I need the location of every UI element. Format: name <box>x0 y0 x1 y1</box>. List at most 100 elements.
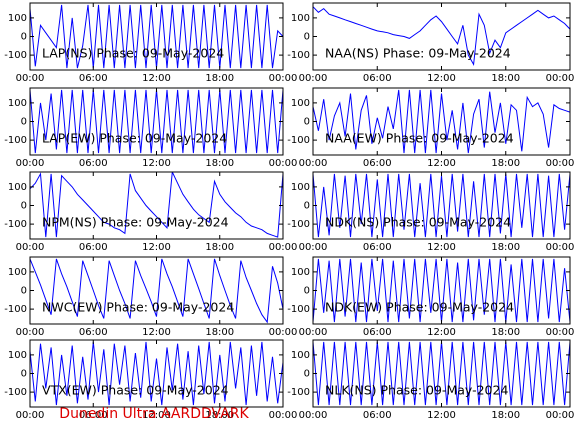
y-tick-label: 0 <box>21 369 27 380</box>
x-tick-label: 00:00 <box>299 242 328 253</box>
y-tick-label: -100 <box>4 219 27 230</box>
y-tick-label: -100 <box>4 135 27 146</box>
panel-title: NAA(NS) Phase: 09-May-2024 <box>325 46 511 61</box>
phase-line <box>30 341 283 406</box>
y-tick-label: 100 <box>8 182 27 193</box>
x-tick-label: 00:00 <box>546 73 575 84</box>
x-tick-label: 12:00 <box>427 73 456 84</box>
y-tick-label: 0 <box>304 32 310 43</box>
x-tick-label: 06:00 <box>363 327 392 338</box>
panel-title: VTX(EW) Phase: 09-May-2024 <box>42 383 229 398</box>
x-tick-label: 12:00 <box>427 327 456 338</box>
x-tick-label: 18:00 <box>205 410 234 421</box>
x-tick-label: 06:00 <box>79 73 108 84</box>
x-tick-label: 18:00 <box>205 73 234 84</box>
x-tick-label: 00:00 <box>299 327 328 338</box>
y-tick-label: 100 <box>291 98 310 109</box>
x-tick-label: 06:00 <box>363 410 392 421</box>
x-tick-label: 00:00 <box>269 242 298 253</box>
y-tick-label: 0 <box>21 201 27 212</box>
x-tick-label: 12:00 <box>427 242 456 253</box>
panel-title: NDK(EW) Phase: 09-May-2024 <box>325 300 514 315</box>
y-tick-label: -100 <box>287 304 310 315</box>
y-tick-label: 100 <box>291 350 310 361</box>
phase-line <box>30 172 283 238</box>
y-tick-label: -100 <box>287 219 310 230</box>
y-tick-label: 100 <box>291 182 310 193</box>
x-tick-label: 06:00 <box>79 410 108 421</box>
x-tick-label: 00:00 <box>16 158 45 169</box>
x-tick-label: 18:00 <box>205 158 234 169</box>
x-tick-label: 12:00 <box>142 158 171 169</box>
x-tick-label: 18:00 <box>205 242 234 253</box>
panel-title: NWC(EW) Phase: 09-May-2024 <box>42 300 234 315</box>
y-tick-label: -100 <box>287 135 310 146</box>
x-tick-label: 00:00 <box>16 73 45 84</box>
y-tick-label: -100 <box>4 304 27 315</box>
panel-title: NLK(NS) Phase: 09-May-2024 <box>325 383 508 398</box>
y-tick-label: 100 <box>291 13 310 24</box>
x-tick-label: 18:00 <box>491 327 520 338</box>
x-tick-label: 00:00 <box>546 410 575 421</box>
x-tick-label: 06:00 <box>79 158 108 169</box>
panel-title: LAP(EW) Phase: 09-May-2024 <box>42 131 227 146</box>
x-tick-label: 18:00 <box>491 73 520 84</box>
y-tick-label: -100 <box>287 387 310 398</box>
x-tick-label: 12:00 <box>142 73 171 84</box>
y-tick-label: 0 <box>21 286 27 297</box>
y-tick-label: 100 <box>291 267 310 278</box>
y-tick-label: 0 <box>304 201 310 212</box>
x-tick-label: 00:00 <box>299 73 328 84</box>
x-tick-label: 00:00 <box>546 242 575 253</box>
panel-title: LAP(NS) Phase: 09-May-2024 <box>42 46 224 61</box>
x-tick-label: 06:00 <box>363 242 392 253</box>
x-tick-label: 12:00 <box>142 242 171 253</box>
x-tick-label: 00:00 <box>269 410 298 421</box>
x-tick-label: 06:00 <box>79 327 108 338</box>
y-tick-label: -100 <box>4 387 27 398</box>
phase-line <box>30 258 283 324</box>
x-tick-label: 12:00 <box>142 410 171 421</box>
x-tick-label: 00:00 <box>16 242 45 253</box>
panel-title: NAA(EW) Phase: 09-May-2024 <box>325 131 514 146</box>
plot-area <box>313 6 570 66</box>
x-tick-label: 18:00 <box>491 410 520 421</box>
x-tick-label: 00:00 <box>16 410 45 421</box>
x-tick-label: 00:00 <box>299 410 328 421</box>
x-tick-label: 18:00 <box>205 327 234 338</box>
x-tick-label: 00:00 <box>299 158 328 169</box>
y-tick-label: 0 <box>304 286 310 297</box>
x-tick-label: 00:00 <box>269 327 298 338</box>
x-tick-label: 12:00 <box>427 158 456 169</box>
y-tick-label: 100 <box>8 267 27 278</box>
phase-line <box>313 6 570 66</box>
x-tick-label: 06:00 <box>363 158 392 169</box>
phase-line <box>313 89 570 154</box>
x-tick-label: 18:00 <box>491 158 520 169</box>
plot-area <box>30 172 283 238</box>
footer: Dunedin Ultra AARDDVARK <box>59 406 249 422</box>
y-tick-label: 0 <box>304 117 310 128</box>
y-tick-label: 100 <box>8 13 27 24</box>
y-tick-label: -100 <box>4 50 27 61</box>
x-tick-label: 00:00 <box>269 158 298 169</box>
x-tick-label: 00:00 <box>546 158 575 169</box>
plot-area <box>313 89 570 154</box>
x-tick-label: 12:00 <box>142 327 171 338</box>
y-tick-label: 100 <box>8 98 27 109</box>
x-tick-label: 00:00 <box>269 73 298 84</box>
y-tick-label: 0 <box>304 369 310 380</box>
x-tick-label: 06:00 <box>363 73 392 84</box>
y-tick-label: 100 <box>8 350 27 361</box>
x-tick-label: 06:00 <box>79 242 108 253</box>
plot-area <box>30 341 283 406</box>
plot-area <box>30 258 283 324</box>
y-tick-label: 0 <box>21 117 27 128</box>
x-tick-label: 18:00 <box>491 242 520 253</box>
panel-title: NDK(NS) Phase: 09-May-2024 <box>325 215 511 230</box>
y-tick-label: -100 <box>287 50 310 61</box>
x-tick-label: 12:00 <box>427 410 456 421</box>
x-tick-label: 00:00 <box>16 327 45 338</box>
panel-title: NPM(NS) Phase: 09-May-2024 <box>42 215 229 230</box>
